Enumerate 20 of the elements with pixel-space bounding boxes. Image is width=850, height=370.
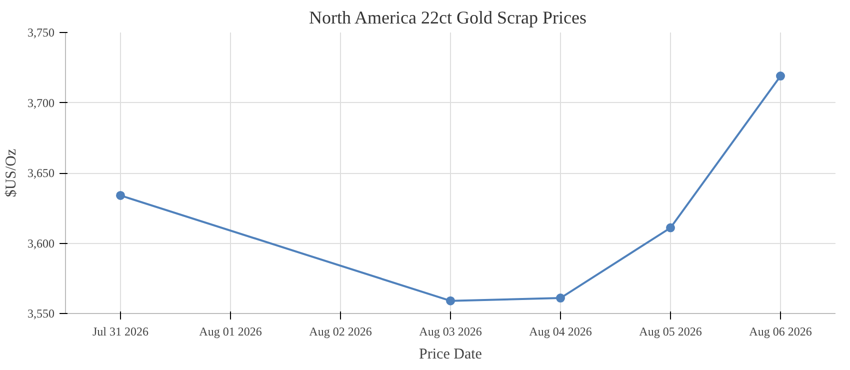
x-tick-label: Aug 03 2026 (419, 324, 482, 338)
y-tick-label: 3,750 (28, 26, 54, 40)
x-tick-label: Aug 02 2026 (309, 324, 372, 338)
x-tick-label: Aug 04 2026 (529, 324, 592, 338)
x-tick-label: Aug 01 2026 (199, 324, 262, 338)
point (116, 190, 125, 200)
point (446, 296, 455, 306)
x-tick-label: Aug 06 2026 (749, 324, 812, 338)
x-axis-title: Price Date (419, 346, 482, 362)
point (666, 223, 675, 232)
y-tick-label: 3,650 (28, 166, 54, 180)
point (776, 72, 785, 81)
y-tick-label: 3,600 (28, 236, 54, 250)
point (556, 294, 565, 303)
y-axis-title: $US/Oz (4, 148, 20, 198)
y-tick-label: 3,550 (28, 306, 54, 320)
x-tick-label: Aug 05 2026 (639, 324, 702, 338)
x-tick-label: Jul 31 2026 (92, 324, 149, 338)
y-tick-label: 3,700 (28, 96, 54, 110)
chart-title: North America 22ct Gold Scrap Prices (309, 8, 586, 28)
